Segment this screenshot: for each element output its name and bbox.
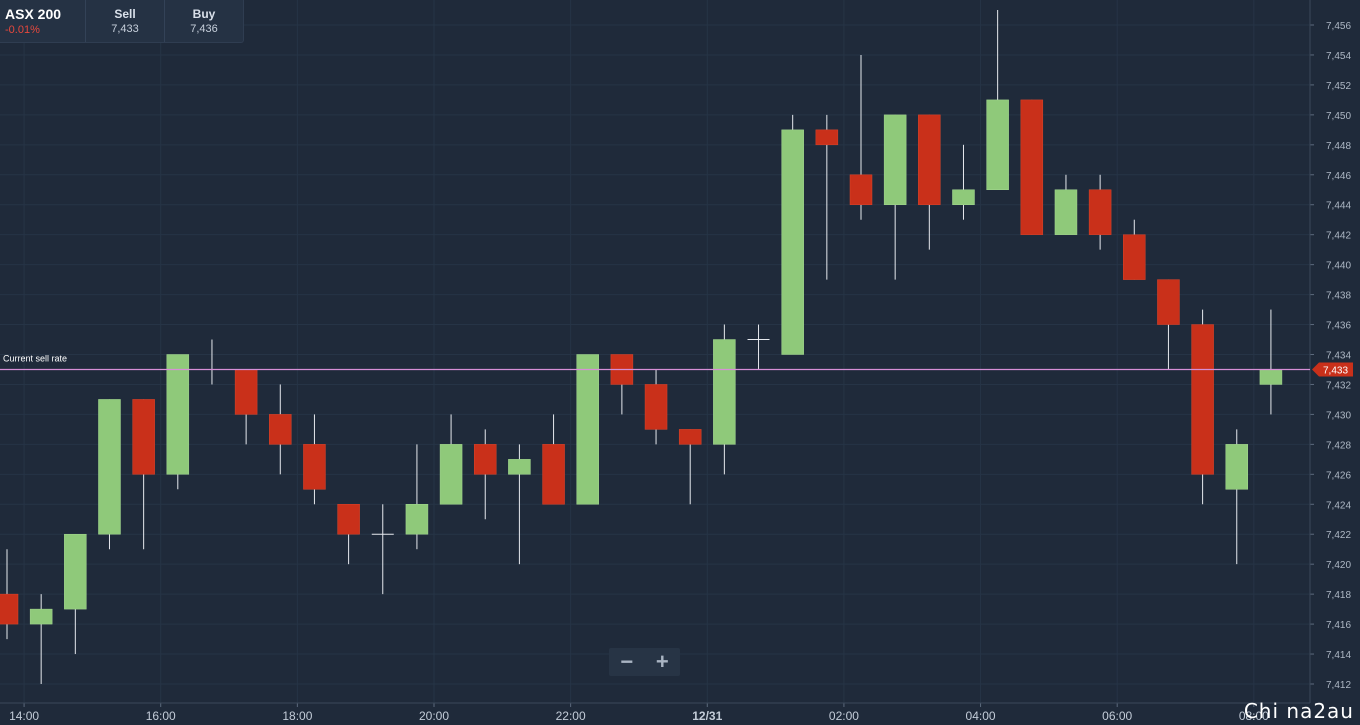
candle-body-up [1259, 369, 1283, 385]
zoom-controls: − + [609, 648, 680, 676]
candle-body-down [644, 384, 668, 430]
instrument-name: ASX 200 [5, 6, 62, 22]
candle-body-down [1020, 99, 1044, 235]
x-tick-label: 20:00 [419, 709, 449, 723]
y-tick-label: 7,422 [1326, 530, 1351, 541]
sell-button[interactable]: Sell 7,433 [86, 0, 165, 42]
watermark: Chi na2au [1243, 699, 1354, 723]
candle-body-up [166, 354, 190, 475]
zoom-in-button[interactable]: + [655, 649, 669, 674]
candle-body-up [576, 354, 599, 505]
candle-body-up [98, 399, 121, 535]
zoom-out-button[interactable]: − [620, 649, 634, 674]
candle-body-down [849, 174, 873, 205]
x-tick-label: 14:00 [9, 709, 39, 723]
x-tick-label: 16:00 [146, 709, 176, 723]
candle-body-down [1157, 279, 1180, 325]
candle-body-down [1088, 189, 1112, 235]
instrument-info-bar: ASX 200 -0.01% Sell 7,433 Buy 7,436 [0, 0, 244, 43]
candle-body-up [952, 189, 975, 205]
y-tick-label: 7,440 [1326, 261, 1351, 272]
current-sell-rate-badge: 7,433 [1312, 362, 1353, 377]
y-tick-label: 7,430 [1326, 410, 1351, 421]
candle-body-up [1054, 189, 1078, 235]
candle-body-up [986, 99, 1009, 190]
candle-body-down [132, 399, 155, 475]
candle-body-down [1123, 234, 1146, 280]
sell-value: 7,433 [111, 23, 139, 35]
y-tick-label: 7,442 [1326, 231, 1351, 242]
candle-body-down [815, 129, 839, 146]
y-tick-label: 7,446 [1326, 171, 1351, 182]
buy-label: Buy [192, 7, 216, 21]
candle-body-up [883, 114, 907, 205]
y-tick-label: 7,416 [1326, 620, 1351, 631]
buy-value: 7,436 [190, 23, 218, 35]
y-tick-label: 7,414 [1326, 650, 1351, 661]
y-tick-label: 7,436 [1326, 321, 1351, 332]
instrument-cell: ASX 200 -0.01% [0, 0, 86, 42]
instrument-change: -0.01% [5, 24, 40, 36]
y-tick-label: 7,428 [1326, 440, 1351, 451]
candle-body-up [781, 129, 804, 355]
y-tick-label: 7,420 [1326, 560, 1351, 571]
y-tick-label: 7,444 [1326, 201, 1351, 212]
rate-badge-value: 7,433 [1323, 365, 1348, 376]
candle-body-down [0, 593, 19, 625]
y-tick-label: 7,434 [1326, 351, 1351, 362]
y-tick-label: 7,412 [1326, 680, 1351, 691]
x-tick-label: 18:00 [282, 709, 312, 723]
y-tick-label: 7,448 [1326, 141, 1351, 152]
y-tick-label: 7,452 [1326, 81, 1351, 92]
candle-body-down [473, 444, 497, 475]
y-tick-label: 7,456 [1326, 21, 1351, 32]
y-tick-label: 7,418 [1326, 590, 1351, 601]
candle-body-down [678, 429, 702, 445]
candle-body-down [337, 504, 360, 535]
rate-badge-shape [1312, 362, 1353, 377]
y-tick-label: 7,426 [1326, 470, 1351, 481]
y-tick-label: 7,454 [1326, 51, 1351, 62]
candle-body-up [29, 608, 53, 625]
candle-body-up [439, 444, 463, 505]
candle-body-up [405, 504, 429, 535]
y-tick-label: 7,424 [1326, 500, 1351, 511]
y-tick-label: 7,438 [1326, 291, 1351, 302]
buy-button[interactable]: Buy 7,436 [165, 0, 243, 42]
x-tick-label: 06:00 [1102, 709, 1132, 723]
candle-body-down [303, 444, 326, 490]
y-tick-label: 7,450 [1326, 111, 1351, 122]
candle-body-down [918, 114, 941, 205]
candle-body-up [1225, 444, 1249, 490]
candle-body-up [64, 533, 87, 610]
candle-body-down [234, 369, 258, 415]
candle-body-up [713, 339, 736, 445]
candle-series [0, 10, 1283, 684]
y-tick-label: 7,432 [1326, 380, 1351, 391]
x-tick-label: 08:00 [1239, 709, 1269, 723]
sell-label: Sell [114, 7, 136, 21]
x-tick-label: 22:00 [556, 709, 586, 723]
current-sell-rate-label: Current sell rate [3, 353, 67, 363]
candle-body-up [508, 459, 531, 475]
price-axis: 7,412 7,414 7,416 7,418 7,420 7,422 7,424 7,426… [1309, 0, 1351, 703]
x-tick-label: 04:00 [966, 709, 996, 723]
candle-body-down [269, 414, 292, 445]
candle-body-down [542, 444, 565, 505]
x-tick-label: 12/31 [692, 709, 722, 723]
time-axis: 14:00 16:00 18:00 20:00 22:00 12/31 02:00 04:00… [0, 702, 1310, 723]
candle-body-down [1191, 324, 1214, 475]
x-tick-label: 02:00 [829, 709, 859, 723]
chart-grid [0, 0, 1310, 703]
